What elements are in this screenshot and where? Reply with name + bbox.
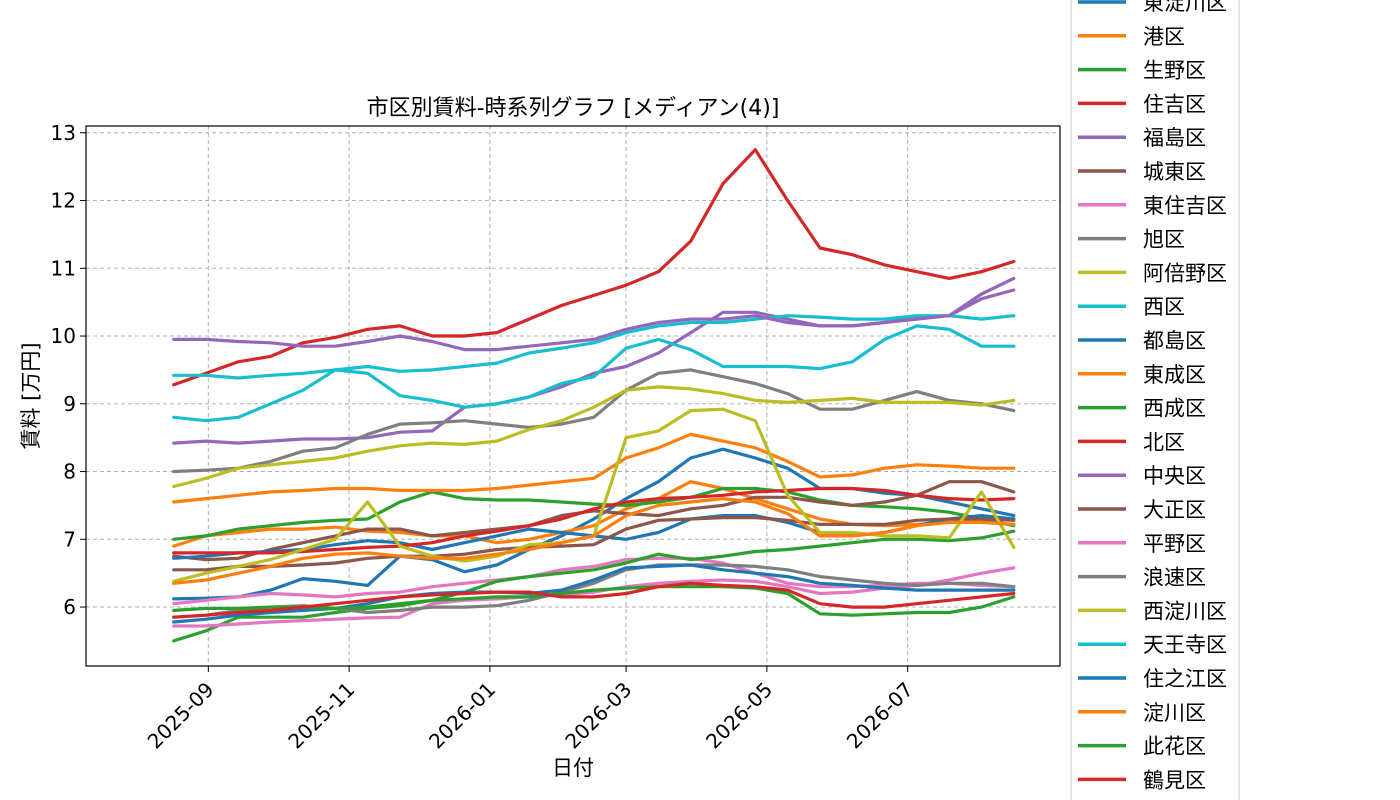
legend-label: 東淀川区 — [1143, 0, 1227, 15]
legend-label: 都島区 — [1143, 329, 1206, 353]
series-line-2 — [172, 486, 1016, 541]
series-line-23 — [172, 581, 1016, 619]
y-tick-label: 10 — [51, 324, 76, 348]
series-line-3 — [172, 148, 1016, 387]
legend-label: 中央区 — [1143, 464, 1206, 488]
y-tick-label: 11 — [51, 256, 76, 280]
series-line-12 — [172, 529, 1016, 643]
plot-frame — [85, 125, 1061, 667]
series-line-19 — [172, 324, 1016, 423]
legend-label: 旭区 — [1143, 228, 1185, 252]
legend-label: 大正区 — [1143, 498, 1206, 522]
legend-label: 鶴見区 — [1143, 768, 1206, 792]
series-line-5 — [172, 480, 1016, 562]
series-line-20 — [172, 563, 1016, 624]
legend-label: 東成区 — [1143, 363, 1206, 387]
series-line-8 — [172, 385, 1016, 489]
y-tick-label: 9 — [63, 392, 76, 416]
x-tick-label: 2025-11 — [283, 677, 359, 753]
series-line-7 — [172, 368, 1016, 474]
series-line-16 — [172, 566, 1016, 628]
y-tick-label: 7 — [63, 527, 76, 551]
y-axis-title: 賃料 [万円] — [19, 342, 43, 449]
x-axis-title: 日付 — [552, 756, 594, 780]
x-tick-label: 2026-07 — [842, 677, 918, 753]
legend-label: 天王寺区 — [1143, 633, 1227, 657]
legend-label: 西区 — [1143, 295, 1185, 319]
series-line-11 — [172, 432, 1016, 504]
y-axis: 6 7 8 9 10 11 12 13 — [51, 121, 86, 619]
legend-label: 阿倍野区 — [1143, 261, 1227, 285]
y-tick-label: 13 — [51, 121, 76, 145]
y-tick-label: 6 — [63, 595, 76, 619]
series-line-14 — [172, 276, 1016, 352]
legend-label: 北区 — [1143, 430, 1185, 454]
series-line-0 — [172, 447, 1016, 601]
legend: 東淀川区港区生野区住吉区福島区城東区東住吉区旭区阿倍野区西区都島区東成区西成区北… — [1070, 0, 1240, 800]
legend-label: 城東区 — [1143, 160, 1206, 184]
legend-label: 淀川区 — [1143, 701, 1206, 725]
series-line-18 — [172, 407, 1016, 583]
legend-label: 東住吉区 — [1143, 194, 1227, 218]
legend-label: 此花区 — [1143, 735, 1206, 759]
legend-label: 西成区 — [1143, 397, 1206, 421]
legend-frame — [1070, 0, 1240, 800]
series-line-9 — [172, 314, 1016, 380]
y-tick-label: 12 — [51, 189, 76, 213]
x-tick-label: 2025-09 — [143, 677, 219, 753]
series-lines — [172, 148, 1016, 643]
legend-label: 住之江区 — [1143, 667, 1227, 691]
legend-label: 平野区 — [1143, 532, 1206, 556]
series-line-4 — [172, 288, 1016, 445]
legend-label: 住吉区 — [1143, 92, 1206, 116]
x-tick-label: 2026-05 — [701, 677, 777, 753]
legend-label: 生野区 — [1143, 59, 1206, 83]
legend-label: 浪速区 — [1143, 566, 1206, 590]
series-line-21 — [172, 497, 1016, 585]
x-axis: 2025-09 2025-11 2026-01 2026-03 2026-05 2026-… — [143, 666, 918, 753]
legend-label: 港区 — [1143, 25, 1185, 49]
series-line-15 — [172, 515, 1016, 572]
series-line-13 — [172, 486, 1016, 555]
x-tick-label: 2026-03 — [560, 677, 636, 753]
legend-label: 福島区 — [1143, 126, 1206, 150]
y-tick-label: 8 — [63, 460, 76, 484]
x-tick-label: 2026-01 — [424, 677, 500, 753]
legend-label: 西淀川区 — [1143, 599, 1227, 623]
chart-title: 市区別賃料-時系列グラフ [メディアン(4)] — [367, 96, 780, 121]
